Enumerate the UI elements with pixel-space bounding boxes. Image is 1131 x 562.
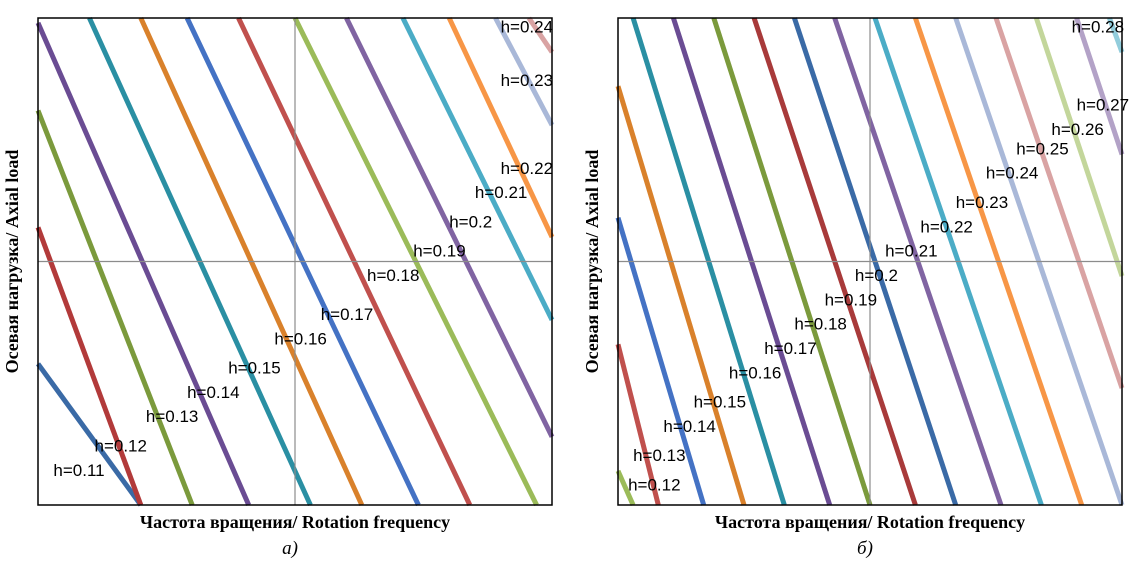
panel-b-series-label-14: h=0.26 xyxy=(1051,120,1103,139)
panel-a-series-line-12 xyxy=(493,16,555,127)
panel-a-series-line-3 xyxy=(35,21,251,507)
panel-a-series-line-1 xyxy=(35,226,144,506)
panel-b-series-label-8: h=0.2 xyxy=(855,266,898,285)
panel-a-series-label-8: h=0.19 xyxy=(413,242,465,261)
panel-b-series-line-1 xyxy=(615,343,661,506)
chart-panel-b: h=0.12 h=0.13 h=0.14 h=0.15 h=0.16 h=0.17 h=0.… xyxy=(582,17,1129,559)
panel-a-series-line-9 xyxy=(344,16,555,438)
panel-b-series-label-3: h=0.15 xyxy=(694,393,746,412)
panel-b-series-line-2 xyxy=(615,216,707,506)
panel-b-series-label-1: h=0.13 xyxy=(633,446,685,465)
panel-b-caption: б) xyxy=(857,538,873,559)
panel-b-series-label-13: h=0.25 xyxy=(1016,139,1068,158)
panel-b-series-label-12: h=0.24 xyxy=(986,164,1038,183)
panel-a-series-label-2: h=0.13 xyxy=(146,407,198,426)
panel-b-series-label-9: h=0.21 xyxy=(885,242,937,261)
panel-b-series-label-5: h=0.17 xyxy=(764,339,816,358)
panel-b-series-label-0: h=0.12 xyxy=(628,475,680,494)
panel-b-series-label-16: h=0.28 xyxy=(1072,18,1124,37)
panel-a-series-label-12: h=0.23 xyxy=(501,71,553,90)
panel-b-series-label-15: h=0.27 xyxy=(1077,96,1129,115)
panel-b-series-label-7: h=0.19 xyxy=(825,290,877,309)
panel-a-label-group: h=0.11 h=0.12 h=0.13 h=0.14 h=0.15 h=0.16 h=0.… xyxy=(53,18,553,480)
panel-a-series-label-9: h=0.2 xyxy=(449,212,492,231)
panel-b-series-line-14 xyxy=(1033,17,1125,277)
panel-a-series-label-5: h=0.16 xyxy=(274,329,326,348)
panel-a-series-line-10 xyxy=(400,16,555,322)
panel-a-plot-frame xyxy=(37,17,553,506)
panel-a-series-label-3: h=0.14 xyxy=(187,383,239,402)
panel-b-label-group: h=0.12 h=0.13 h=0.14 h=0.15 h=0.16 h=0.17 h=0.… xyxy=(628,18,1129,495)
panel-b-series-line-3 xyxy=(615,85,747,506)
panel-a-series-line-2 xyxy=(35,109,195,506)
panel-b-series-label-10: h=0.22 xyxy=(920,217,972,236)
panel-a-series-label-0: h=0.11 xyxy=(53,461,104,480)
panel-a-series-label-6: h=0.17 xyxy=(321,305,373,324)
panel-b-x-axis-title: Частота вращения/ Rotation frequency xyxy=(715,512,1025,532)
panel-a-series-label-4: h=0.15 xyxy=(228,359,280,378)
panel-a-caption: а) xyxy=(282,538,298,559)
panel-b-series-label-6: h=0.18 xyxy=(794,315,846,334)
panel-a-series-line-0 xyxy=(35,362,143,507)
panel-a-x-axis-title: Частота вращения/ Rotation frequency xyxy=(140,512,450,532)
panel-b-series-label-11: h=0.23 xyxy=(956,193,1008,212)
panel-b-series-line-15 xyxy=(1074,17,1125,156)
panel-b-series-label-4: h=0.16 xyxy=(729,363,781,382)
panel-b-series-label-2: h=0.14 xyxy=(663,417,715,436)
panel-b-series-line-0 xyxy=(615,469,636,507)
panel-b-series-line-16 xyxy=(1107,17,1125,53)
panel-b-series-line-13 xyxy=(993,17,1125,389)
panel-a-series-label-11: h=0.22 xyxy=(501,159,553,178)
panel-b-plot-frame xyxy=(617,17,1123,506)
panel-b-y-axis-title: Осевая нагрузка/ Axial load xyxy=(582,150,602,374)
panel-a-y-axis-title: Осевая нагрузка/ Axial load xyxy=(2,150,22,374)
panel-a-series-label-10: h=0.21 xyxy=(475,183,527,202)
panel-a-series-label-13: h=0.24 xyxy=(501,18,553,37)
panel-a-series-line-13 xyxy=(526,16,555,54)
panel-a-series-label-7: h=0.18 xyxy=(367,266,419,285)
chart-panel-a: h=0.11 h=0.12 h=0.13 h=0.14 h=0.15 h=0.16 h=0.… xyxy=(2,16,555,559)
panel-a-series-line-11 xyxy=(446,16,555,239)
panel-a-series-label-1: h=0.12 xyxy=(95,436,147,455)
